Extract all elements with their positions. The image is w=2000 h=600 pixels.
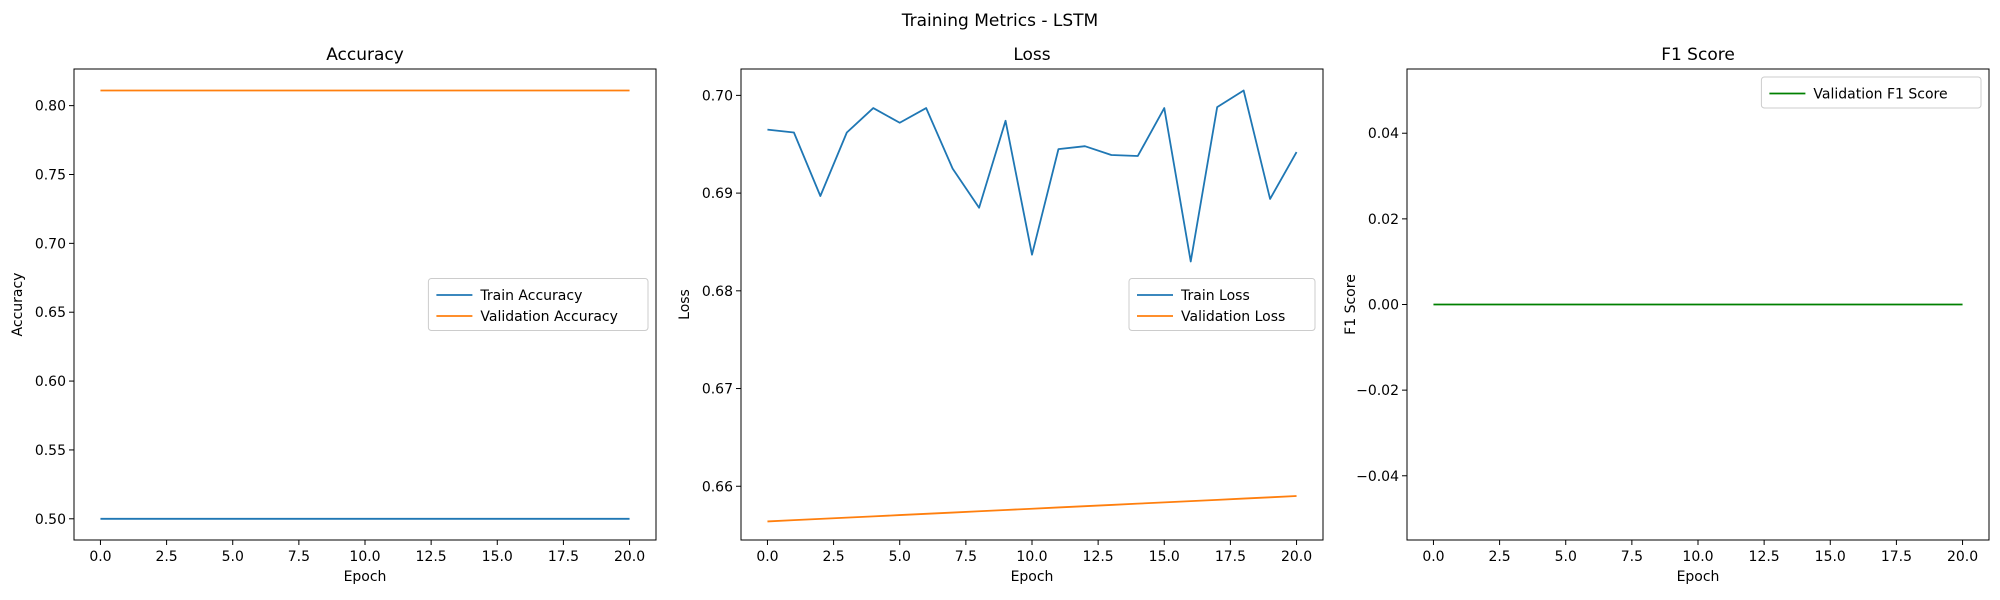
y-tick-label: 0.69 bbox=[702, 186, 733, 202]
y-axis-label: F1 Score bbox=[1343, 274, 1359, 335]
y-tick-label: 0.60 bbox=[35, 374, 66, 390]
legend-entry: Validation F1 Score bbox=[1813, 87, 1947, 103]
x-tick-label: 2.5 bbox=[822, 549, 844, 565]
subplot-title: F1 Score bbox=[1661, 45, 1735, 65]
x-tick-label: 7.5 bbox=[288, 549, 310, 565]
x-tick-label: 0.0 bbox=[756, 549, 778, 565]
x-tick-label: 17.5 bbox=[548, 549, 579, 565]
axes-frame bbox=[740, 68, 1324, 541]
y-tick-label: 0.67 bbox=[702, 382, 733, 398]
legend-box bbox=[1128, 278, 1316, 331]
series-line-train-loss bbox=[767, 89, 1298, 263]
y-tick-label: 0.00 bbox=[1368, 298, 1399, 314]
y-tick-label: 0.02 bbox=[1368, 212, 1399, 228]
x-tick-label: 2.5 bbox=[1488, 549, 1510, 565]
x-tick-label: 12.5 bbox=[416, 549, 447, 565]
x-tick-label: 5.0 bbox=[222, 549, 244, 565]
y-axis-label: Accuracy bbox=[10, 273, 26, 337]
legend: Validation F1 Score bbox=[1760, 76, 1982, 109]
y-tick-label: 0.70 bbox=[702, 88, 733, 104]
x-tick-label: 10.0 bbox=[349, 549, 380, 565]
y-tick-label: 0.80 bbox=[35, 99, 66, 115]
x-tick-label: 20.0 bbox=[614, 549, 645, 565]
x-tick-label: 7.5 bbox=[1621, 549, 1643, 565]
x-tick-label: 12.5 bbox=[1083, 549, 1114, 565]
legend-entry: Train Accuracy bbox=[479, 288, 582, 304]
y-tick-label: 0.66 bbox=[702, 479, 733, 495]
subplot-3: F1 Score 0.0 2.5 5.0 7.5 10.0 12.5 15.0 17.5 20.0… bbox=[1343, 45, 1990, 585]
x-tick-label: 17.5 bbox=[1215, 549, 1246, 565]
x-tick-label: 15.0 bbox=[1815, 549, 1846, 565]
x-tick-label: 15.0 bbox=[1149, 549, 1180, 565]
y-tick-label: −0.04 bbox=[1356, 469, 1399, 485]
legend: Train Loss Validation Loss bbox=[1128, 278, 1316, 331]
legend-box bbox=[1760, 76, 1982, 109]
y-tick-label: 0.65 bbox=[35, 305, 66, 321]
subplot-title: Accuracy bbox=[326, 45, 404, 65]
x-tick-label: 5.0 bbox=[1555, 549, 1577, 565]
x-tick-label: 20.0 bbox=[1947, 549, 1978, 565]
x-tick-label: 17.5 bbox=[1881, 549, 1912, 565]
figure-suptitle: Training Metrics - LSTM bbox=[901, 11, 1098, 31]
y-tick-label: 0.68 bbox=[702, 284, 733, 300]
series-line-validation-loss bbox=[767, 495, 1297, 523]
y-axis-label: Loss bbox=[677, 289, 693, 320]
x-tick-label: 0.0 bbox=[89, 549, 111, 565]
y-tick-label: 0.70 bbox=[35, 236, 66, 252]
x-axis-label: Epoch bbox=[1677, 569, 1720, 585]
x-tick-label: 15.0 bbox=[482, 549, 513, 565]
y-tick-label: 0.04 bbox=[1368, 126, 1399, 142]
subplot-1: Accuracy 0.0 2.5 5.0 7.5 10.0 12.5 15.0 17.5 20.0… bbox=[10, 45, 657, 585]
y-tick-label: 0.55 bbox=[35, 443, 66, 459]
x-axis-label: Epoch bbox=[1011, 569, 1054, 585]
x-tick-label: 2.5 bbox=[155, 549, 177, 565]
x-axis-label: Epoch bbox=[344, 569, 387, 585]
subplot-2: Loss 0.0 2.5 5.0 7.5 10.0 12.5 15.0 17.5 20.0 0.66… bbox=[677, 45, 1324, 585]
legend: Train Accuracy Validation Accuracy bbox=[427, 278, 649, 331]
y-tick-label: −0.02 bbox=[1356, 383, 1399, 399]
legend-entry: Validation Accuracy bbox=[480, 309, 618, 325]
x-tick-label: 10.0 bbox=[1016, 549, 1047, 565]
x-tick-label: 7.5 bbox=[955, 549, 977, 565]
subplot-title: Loss bbox=[1013, 45, 1050, 65]
legend-entry: Train Loss bbox=[1180, 288, 1250, 304]
x-tick-label: 12.5 bbox=[1749, 549, 1780, 565]
x-tick-label: 5.0 bbox=[889, 549, 911, 565]
subplot-panels: Accuracy 0.0 2.5 5.0 7.5 10.0 12.5 15.0 17.5 20.0… bbox=[10, 45, 1990, 585]
x-tick-label: 20.0 bbox=[1281, 549, 1312, 565]
axes-frame bbox=[1406, 68, 1990, 541]
axes-frame bbox=[73, 68, 657, 541]
y-tick-label: 0.75 bbox=[35, 167, 66, 183]
x-tick-label: 10.0 bbox=[1682, 549, 1713, 565]
legend-box bbox=[427, 278, 649, 331]
x-tick-label: 0.0 bbox=[1422, 549, 1444, 565]
y-tick-label: 0.50 bbox=[35, 512, 66, 528]
legend-entry: Validation Loss bbox=[1181, 309, 1285, 325]
